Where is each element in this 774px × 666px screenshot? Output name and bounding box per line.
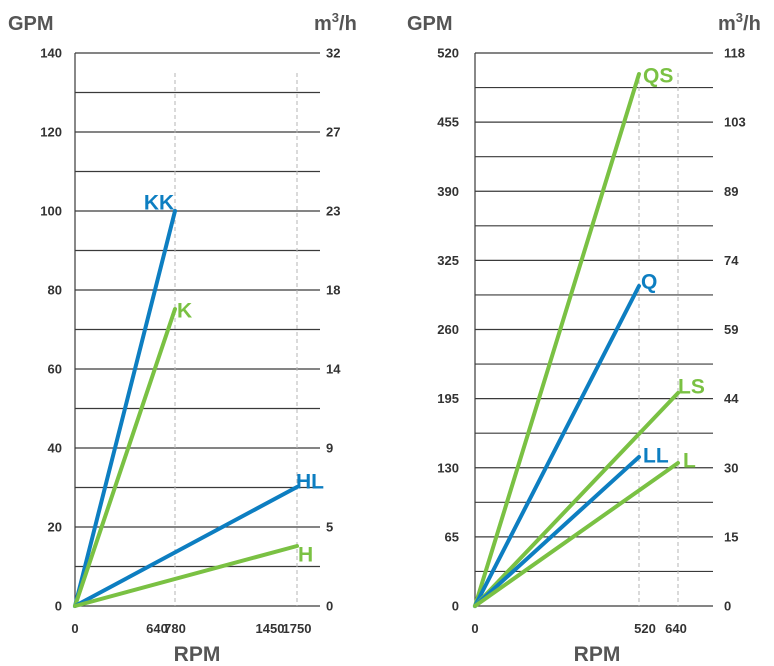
right-tick-label: 0 (724, 599, 731, 614)
series-line-q (473, 284, 641, 608)
series-label-ll: LL (643, 445, 669, 468)
series-label-k: K (177, 300, 192, 323)
right-tick-label: 30 (724, 460, 738, 475)
y-tick-label: 130 (437, 460, 459, 475)
y-tick-label: 390 (437, 184, 459, 199)
y-tick-label: 120 (40, 125, 62, 140)
series-label-h: H (298, 544, 313, 567)
right-tick-label: 5 (326, 520, 333, 535)
right-unit-label: m3/h (314, 10, 357, 35)
x-axis-title: RPM (574, 643, 621, 666)
y-tick-label: 60 (48, 362, 62, 377)
right-tick-label: 59 (724, 322, 738, 337)
right-tick-label: 23 (326, 204, 340, 219)
series-line-ll (473, 455, 641, 608)
series-line-qs (473, 72, 641, 608)
y-tick-label: 520 (437, 46, 459, 61)
series-line-h (73, 544, 299, 608)
right-unit-label: m3/h (718, 10, 761, 35)
x-tick-label: 1450 (256, 621, 285, 636)
y-tick-label: 20 (48, 520, 62, 535)
y-tick-label: 65 (445, 529, 459, 544)
y-tick-label: 0 (55, 599, 62, 614)
y-tick-label: 195 (437, 391, 459, 406)
x-tick-label: 780 (164, 621, 186, 636)
right-tick-label: 89 (724, 184, 738, 199)
x-tick-label: 520 (634, 621, 656, 636)
right-tick-label: 27 (326, 125, 340, 140)
right-tick-label: 14 (326, 362, 341, 377)
x-tick-label: 0 (71, 621, 78, 636)
y-tick-label: 100 (40, 204, 62, 219)
series-label-ls: LS (678, 376, 705, 399)
x-tick-label: 640 (146, 621, 168, 636)
right-tick-label: 74 (724, 253, 739, 268)
left-unit-label: GPM (8, 13, 54, 35)
series-label-kk: KK (144, 192, 174, 215)
right-tick-label: 9 (326, 441, 333, 456)
x-tick-label: 1750 (283, 621, 312, 636)
right-tick-label: 15 (724, 529, 738, 544)
y-tick-label: 140 (40, 46, 62, 61)
right-tick-label: 0 (326, 599, 333, 614)
series-line-ls (473, 391, 680, 608)
series-label-l: L (683, 450, 696, 473)
right-tick-label: 118 (724, 46, 745, 61)
right-tick-label: 103 (724, 115, 746, 130)
series-line-kk (73, 209, 177, 608)
series-label-q: Q (641, 271, 657, 294)
x-tick-label: 640 (665, 621, 687, 636)
series-label-hl: HL (296, 471, 324, 494)
series-line-l (473, 461, 680, 608)
y-tick-label: 455 (437, 115, 459, 130)
right-tick-label: 44 (724, 391, 739, 406)
y-tick-label: 260 (437, 322, 459, 337)
y-tick-label: 0 (452, 599, 459, 614)
y-tick-label: 80 (48, 283, 62, 298)
series-line-k (73, 307, 177, 608)
x-tick-label: 0 (471, 621, 478, 636)
left-unit-label: GPM (407, 13, 453, 35)
series-line-hl (73, 485, 299, 608)
chart-2: 0 65 130 195 260 325 390 455 520 0 15 30 44 59 74 89 103… (407, 10, 761, 666)
x-axis-title: RPM (174, 643, 221, 666)
series-label-qs: QS (643, 65, 673, 88)
right-tick-label: 18 (326, 283, 340, 298)
y-tick-label: 40 (48, 441, 62, 456)
right-tick-label: 32 (326, 46, 340, 61)
y-tick-label: 325 (437, 253, 459, 268)
